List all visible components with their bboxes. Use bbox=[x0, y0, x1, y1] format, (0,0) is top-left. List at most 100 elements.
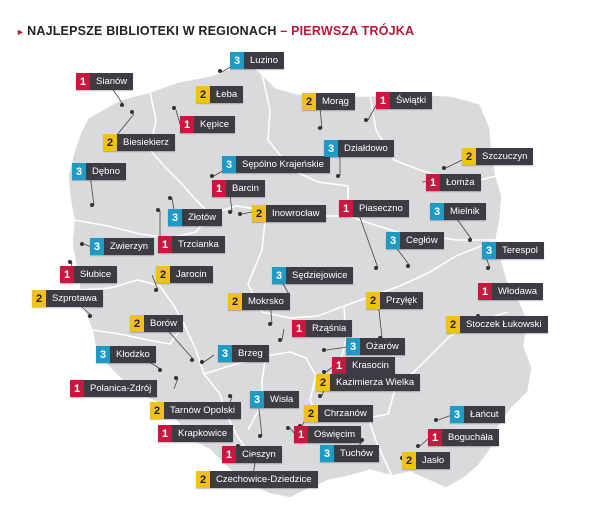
library-name: Cieszyn bbox=[236, 446, 282, 463]
rank-badge: 1 bbox=[158, 236, 172, 253]
location-dot bbox=[154, 288, 158, 292]
library-label: 1 Cieszyn bbox=[222, 446, 282, 463]
library-label: 3 Sępólno Krajeńskie bbox=[222, 156, 330, 173]
location-dot bbox=[228, 210, 232, 214]
rank-badge: 2 bbox=[150, 402, 164, 419]
library-label: 2 Łeba bbox=[196, 86, 244, 103]
location-dot bbox=[360, 438, 364, 442]
title-sub: PIERWSZA TRÓJKA bbox=[291, 24, 415, 38]
library-label: 2 Stoczek Łukowski bbox=[446, 316, 548, 333]
library-label: 3 Ożarów bbox=[346, 338, 405, 355]
library-name: Słubice bbox=[74, 266, 118, 283]
library-label: 3 Wisła bbox=[250, 391, 300, 408]
rank-badge: 2 bbox=[130, 315, 144, 332]
location-dot bbox=[318, 126, 322, 130]
library-name: Kłodzko bbox=[110, 346, 156, 363]
library-name: Chrzanów bbox=[318, 405, 373, 422]
rank-badge: 3 bbox=[482, 242, 496, 259]
library-name: Mokrsko bbox=[242, 293, 290, 310]
location-dot bbox=[258, 434, 262, 438]
location-dot bbox=[90, 203, 94, 207]
location-dot bbox=[190, 358, 194, 362]
location-dot bbox=[374, 266, 378, 270]
library-label: 3 Mielnik bbox=[430, 203, 486, 220]
library-label: 2 Biesiekierz bbox=[103, 134, 175, 151]
library-label: 1 Włodawa bbox=[478, 283, 544, 300]
location-dot bbox=[416, 444, 420, 448]
library-label: 1 Sianów bbox=[76, 73, 134, 90]
rank-badge: 1 bbox=[60, 266, 74, 283]
rank-badge: 3 bbox=[346, 338, 360, 355]
library-name: Kazimierza Wielka bbox=[330, 374, 421, 391]
location-dot bbox=[268, 322, 272, 326]
library-name: Łeba bbox=[210, 86, 244, 103]
location-dot bbox=[286, 426, 290, 430]
rank-badge: 2 bbox=[304, 405, 318, 422]
location-dot bbox=[156, 208, 160, 212]
rank-badge: 2 bbox=[402, 452, 416, 469]
library-name: Ożarów bbox=[360, 338, 405, 355]
library-name: Tarnów Opolski bbox=[164, 402, 241, 419]
rank-badge: 2 bbox=[252, 205, 266, 222]
location-dot bbox=[130, 110, 134, 114]
library-label: 2 Morąg bbox=[302, 93, 355, 110]
rank-badge: 3 bbox=[250, 391, 264, 408]
rank-badge: 2 bbox=[156, 266, 170, 283]
library-name: Przyłęk bbox=[380, 292, 424, 309]
library-label: 2 Przyłęk bbox=[366, 292, 424, 309]
library-label: 2 Czechowice-Dziedzice bbox=[196, 471, 318, 488]
library-label: 1 Kępice bbox=[180, 116, 236, 133]
library-label: 2 Kazimierza Wielka bbox=[316, 374, 421, 391]
library-label: 3 Dębno bbox=[72, 163, 126, 180]
location-dot bbox=[278, 338, 282, 342]
location-dot bbox=[172, 106, 176, 110]
rank-badge: 2 bbox=[462, 148, 476, 165]
location-dot bbox=[434, 418, 438, 422]
rank-badge: 1 bbox=[478, 283, 492, 300]
library-name: Morąg bbox=[316, 93, 355, 110]
library-label: 2 Szczuczyn bbox=[462, 148, 534, 165]
library-name: Luzino bbox=[244, 52, 284, 69]
library-name: Stoczek Łukowski bbox=[460, 316, 548, 333]
location-dot bbox=[442, 166, 446, 170]
rank-badge: 1 bbox=[339, 200, 353, 217]
library-name: Rząśnia bbox=[306, 320, 353, 337]
library-name: Oświęcim bbox=[308, 426, 362, 443]
library-label: 2 Borów bbox=[130, 315, 183, 332]
library-name: Terespol bbox=[496, 242, 544, 259]
library-name: Sianów bbox=[90, 73, 134, 90]
rank-badge: 2 bbox=[196, 86, 210, 103]
rank-badge: 1 bbox=[70, 380, 84, 397]
location-dot bbox=[322, 370, 326, 374]
location-dot bbox=[252, 456, 256, 460]
library-name: Szczuczyn bbox=[476, 148, 534, 165]
library-name: Piaseczno bbox=[353, 200, 409, 217]
library-name: Barcin bbox=[226, 180, 265, 197]
location-dot bbox=[68, 260, 72, 264]
library-label: 3 Tuchów bbox=[320, 445, 379, 462]
rank-badge: 2 bbox=[103, 134, 117, 151]
library-name: Działdowo bbox=[338, 140, 394, 157]
rank-badge: 3 bbox=[72, 163, 86, 180]
library-label: 1 Piaseczno bbox=[339, 200, 409, 217]
rank-badge: 3 bbox=[386, 232, 400, 249]
rank-badge: 3 bbox=[230, 52, 244, 69]
library-name: Borów bbox=[144, 315, 183, 332]
library-label: 3 Sędziejowice bbox=[272, 267, 354, 284]
library-label: 1 Oświęcim bbox=[294, 426, 362, 443]
location-dot bbox=[120, 103, 124, 107]
rank-badge: 1 bbox=[426, 174, 440, 191]
library-name: Czechowice-Dziedzice bbox=[210, 471, 318, 488]
rank-badge: 1 bbox=[158, 425, 172, 442]
library-name: Inowrocław bbox=[266, 205, 326, 222]
rank-badge: 3 bbox=[168, 209, 182, 226]
library-name: Dębno bbox=[86, 163, 126, 180]
library-name: Jasło bbox=[416, 452, 451, 469]
location-dot bbox=[210, 174, 214, 178]
library-label: 3 Luzino bbox=[230, 52, 284, 69]
location-dot bbox=[168, 196, 172, 200]
location-dot bbox=[80, 242, 84, 246]
library-name: Sępólno Krajeńskie bbox=[236, 156, 330, 173]
library-label: 3 Złotów bbox=[168, 209, 222, 226]
rank-badge: 2 bbox=[32, 290, 46, 307]
